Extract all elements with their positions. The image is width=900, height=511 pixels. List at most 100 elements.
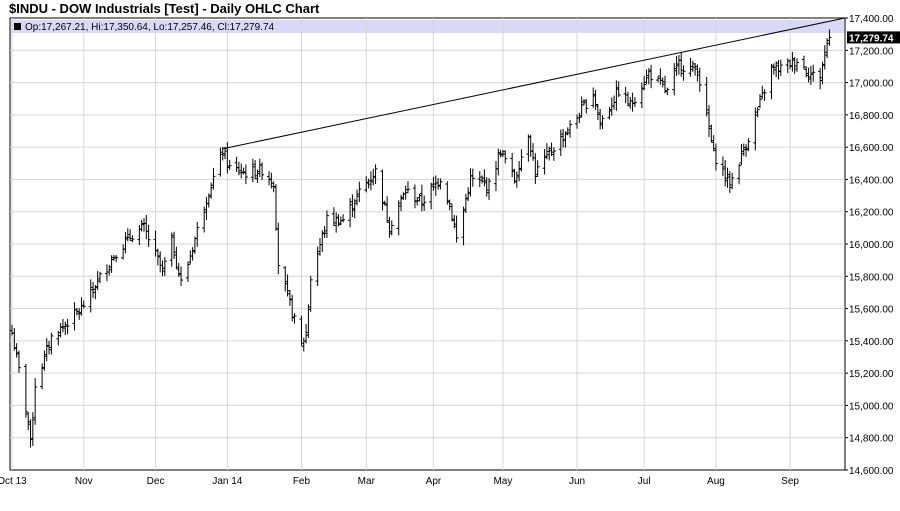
ohlc-bar xyxy=(269,172,274,189)
ohlc-bar xyxy=(607,106,612,120)
ohlc-bar xyxy=(172,231,177,259)
ohlc-bar xyxy=(510,152,515,178)
ohlc-bar xyxy=(551,147,556,161)
last-price-badge xyxy=(847,31,900,44)
ohlc-bar xyxy=(693,63,698,76)
ohlc-bar xyxy=(526,134,531,162)
ohlc-bar xyxy=(447,199,452,211)
ohlc-bar xyxy=(672,63,677,96)
ohlc-bar xyxy=(438,178,443,190)
ohlc-bar xyxy=(60,318,65,333)
ohlc-bar xyxy=(331,207,336,226)
ohlc-bars xyxy=(10,29,832,448)
ohlc-bar xyxy=(632,97,637,108)
ohlc-bar xyxy=(79,297,84,316)
ohlc-bar xyxy=(91,281,96,298)
ohlc-bar xyxy=(336,214,341,227)
ohlc-bar xyxy=(125,228,130,242)
ohlc-bar xyxy=(616,81,621,98)
ohlc-bar xyxy=(320,230,325,253)
ohlc-bar xyxy=(431,177,436,191)
ohlc-bar xyxy=(380,169,385,211)
ohlc-bar xyxy=(808,65,813,85)
ohlc-bar xyxy=(267,171,272,186)
ohlc-bar xyxy=(790,51,795,72)
ohlc-bar xyxy=(746,138,751,152)
ohlc-bar xyxy=(162,256,167,277)
ohlc-bar xyxy=(371,168,376,186)
x-tick-label: Jul xyxy=(638,476,651,487)
ohlc-bar xyxy=(470,168,475,187)
ohlc-bar xyxy=(681,65,686,81)
ohlc-bar xyxy=(422,195,427,211)
ohlc-bar xyxy=(239,163,244,179)
y-tick-label: 16,400.00 xyxy=(849,175,894,186)
ohlc-bar xyxy=(512,168,517,184)
ohlc-bar xyxy=(47,340,52,355)
ohlc-bar xyxy=(114,254,119,263)
ohlc-bar xyxy=(350,194,355,218)
y-tick-label: 16,200.00 xyxy=(849,208,894,219)
ohlc-bar xyxy=(241,167,246,175)
ohlc-bar xyxy=(304,323,309,344)
ohlc-bar xyxy=(412,184,417,209)
y-tick-label: 14,800.00 xyxy=(849,434,894,445)
ohlc-bar xyxy=(737,163,742,185)
ohlc-bar xyxy=(739,144,744,166)
ohlc-bar xyxy=(211,167,216,190)
ohlc-bar xyxy=(417,194,422,202)
ohlc-bar xyxy=(593,89,598,111)
ohlc-bar xyxy=(820,61,825,85)
ohlc-bar xyxy=(795,58,800,72)
ohlc-bar xyxy=(535,160,540,177)
ohlc-bar xyxy=(825,38,830,58)
ohlc-bar xyxy=(81,300,86,309)
ohlc-bar xyxy=(306,304,311,338)
x-tick-label: Nov xyxy=(75,476,93,487)
ohlc-bar xyxy=(690,60,695,73)
x-tick-label: Apr xyxy=(426,476,442,487)
x-tick-label: Oct 13 xyxy=(0,476,27,487)
ohlc-bar xyxy=(287,289,292,306)
ohlc-bar xyxy=(598,108,603,130)
ohlc-bar xyxy=(644,69,649,85)
ohlc-bar xyxy=(822,45,827,70)
ohlc-bar xyxy=(500,150,505,157)
ohlc-bar xyxy=(220,146,225,161)
ohlc-bar xyxy=(364,176,369,193)
ohlc-bar xyxy=(40,363,45,390)
ohlc-bar xyxy=(260,162,265,180)
ohlc-bar xyxy=(130,235,135,243)
ohlc-bar xyxy=(639,82,644,109)
ohlc-bar xyxy=(202,206,207,233)
ohlc-bar xyxy=(63,321,68,336)
ohlc-bar xyxy=(630,92,635,112)
ohlc-bar xyxy=(663,75,668,94)
ohlc-bar xyxy=(723,159,728,187)
ohlc-bar xyxy=(496,148,501,176)
ohlc-bar xyxy=(123,232,128,254)
x-axis: Oct 13 Nov Dec Jan 14 Feb Mar Apr May Jun Jul Aug S… xyxy=(0,476,799,487)
ohlc-bar xyxy=(28,419,33,448)
ohlc-bar xyxy=(665,87,670,96)
ohlc-bar xyxy=(806,67,811,83)
ohlc-bar xyxy=(498,149,503,158)
ohlc-bar xyxy=(366,178,371,189)
ohlc-bar xyxy=(292,313,297,324)
y-tick-label: 16,000.00 xyxy=(849,240,894,251)
ohlc-bar xyxy=(482,169,487,187)
y-axis: 14,600.00 14,800.00 15,000.00 15,200.00 15,4… xyxy=(845,14,894,477)
ohlc-bar xyxy=(827,29,832,46)
ohlc-bar xyxy=(558,129,563,156)
ohlc-bar xyxy=(283,266,288,292)
x-tick-label: Sep xyxy=(781,476,799,487)
ohlc-bar xyxy=(595,104,600,121)
y-tick-label: 17,200.00 xyxy=(849,46,894,57)
ohlc-bar xyxy=(227,159,232,171)
ohlc-bar xyxy=(449,203,454,222)
ohlc-bar xyxy=(160,260,165,277)
ohlc-bar xyxy=(762,89,767,101)
ohlc-bar xyxy=(484,177,489,197)
ohlc-bar xyxy=(352,198,357,219)
ohlc-bar xyxy=(74,307,79,316)
